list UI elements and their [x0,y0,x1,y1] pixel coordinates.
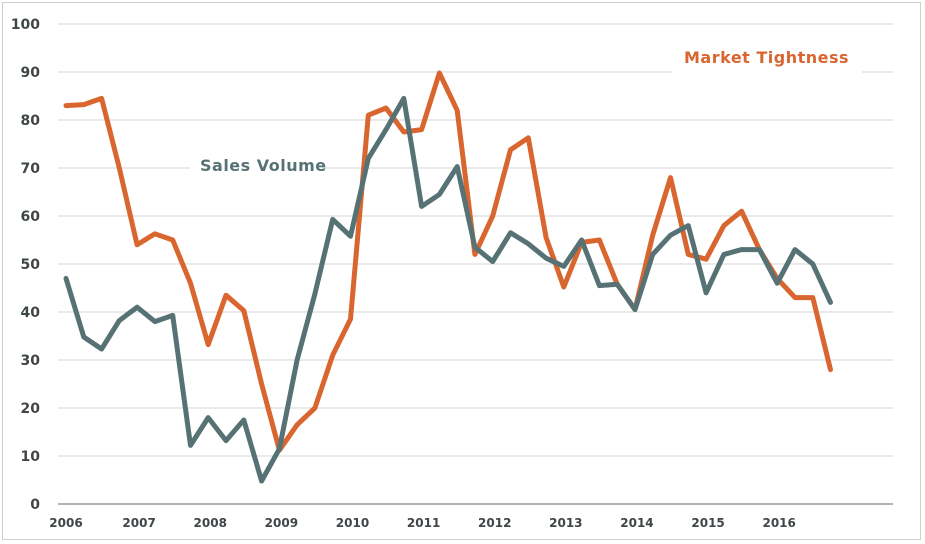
x-tick-label: 2012 [478,516,511,530]
grid-lines [58,23,893,505]
x-tick-label: 2006 [49,516,82,530]
market-tightness-label: Market Tightness [684,48,849,67]
sales-volume-line [63,95,833,484]
market-tightness-line [63,70,833,453]
y-axis-ticks: 0 10 20 30 40 50 60 70 80 90 100 [11,17,40,513]
y-tick-label: 40 [21,305,41,321]
y-tick-label: 70 [21,161,41,177]
x-tick-label: 2009 [265,516,298,530]
y-tick-label: 10 [21,449,41,465]
x-tick-label: 2015 [691,516,724,530]
y-tick-label: 90 [21,65,41,81]
x-tick-label: 2011 [407,516,440,530]
x-tick-label: 2014 [620,516,653,530]
sales-volume-label: Sales Volume [200,156,327,175]
x-tick-label: 2013 [549,516,582,530]
y-tick-label: 20 [21,401,41,417]
y-tick-label: 100 [11,17,40,33]
series-lines [63,70,833,484]
x-tick-label: 2008 [194,516,227,530]
x-axis-ticks: 2006 2007 2008 2009 2010 2011 2012 2013 2014 2015… [49,516,796,530]
y-tick-label: 80 [21,113,41,129]
y-tick-label: 0 [30,497,40,513]
sales-volume-label-bg [190,150,322,180]
x-tick-label: 2010 [336,516,369,530]
market-tightness-label-bg [672,44,862,74]
x-tick-label: 2016 [762,516,795,530]
y-tick-label: 50 [21,257,41,273]
y-tick-label: 30 [21,353,41,369]
y-tick-label: 60 [21,209,41,225]
x-tick-label: 2007 [122,516,155,530]
